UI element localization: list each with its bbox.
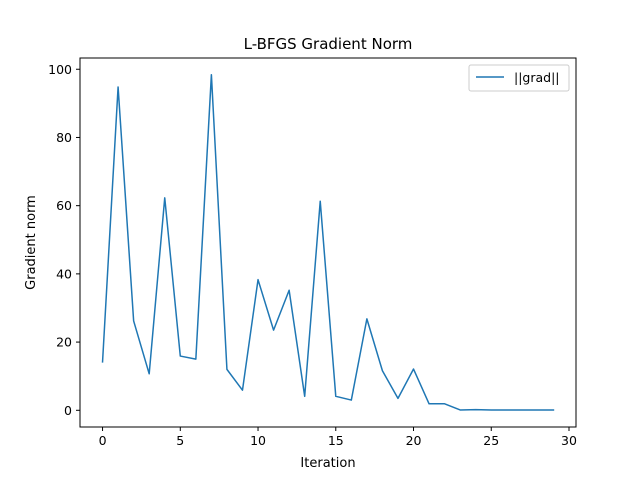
y-tick-label-60: 60 [56,198,72,213]
y-tick-label-0: 0 [64,403,72,418]
series-line-0 [101,73,555,411]
plot-area [101,73,555,411]
y-axis-label: Gradient norm [24,195,39,290]
x-tick-label-20: 20 [406,433,422,448]
y-tick-label-20: 20 [56,335,72,350]
x-tick-label-25: 25 [483,433,499,448]
y-tick-label-80: 80 [56,130,72,145]
x-tick-label-30: 30 [561,433,577,448]
axes-frame [79,57,577,428]
y-tick-label-40: 40 [56,266,72,281]
x-axis: 0 5 10 15 20 25 30 [99,427,577,448]
chart-title: L-BFGS Gradient Norm [244,35,413,53]
x-tick-label-10: 10 [250,433,266,448]
y-axis: 0 20 40 60 80 100 [48,62,80,418]
x-tick-label-15: 15 [328,433,344,448]
x-tick-label-5: 5 [176,433,184,448]
legend-label-grad: ||grad|| [514,70,560,85]
y-tick-label-100: 100 [48,62,72,77]
x-axis-label: Iteration [300,456,355,471]
x-tick-label-0: 0 [99,433,107,448]
legend-box [468,64,570,92]
legend: ||grad|| [468,64,570,92]
